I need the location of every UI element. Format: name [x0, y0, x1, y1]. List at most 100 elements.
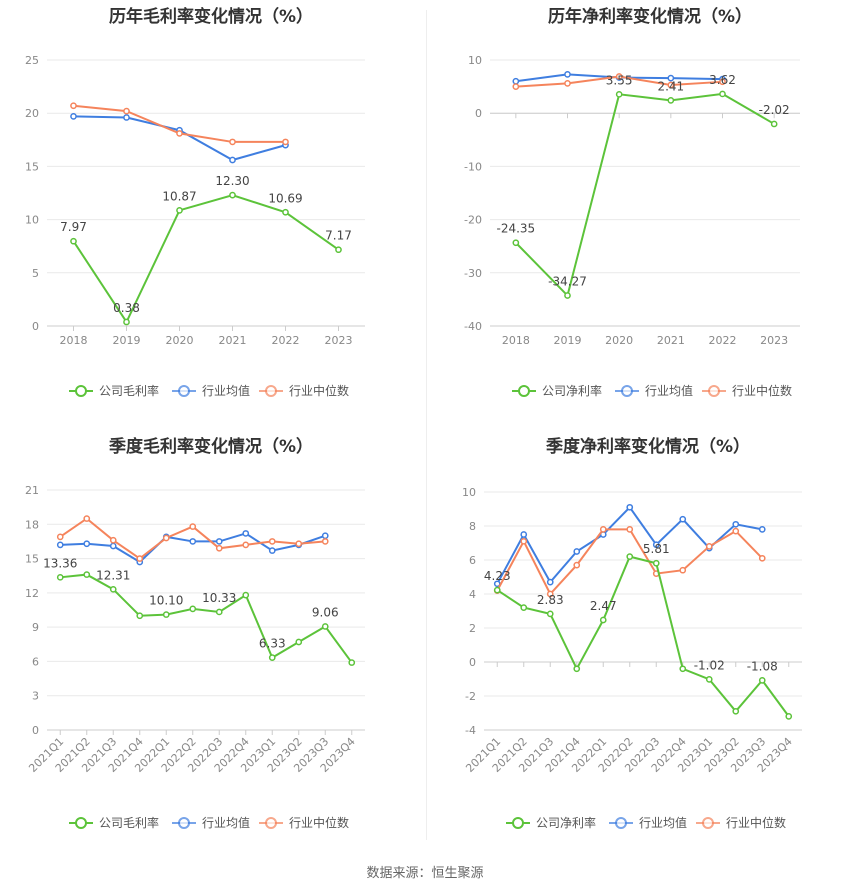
legend-label: 行业均值: [202, 815, 250, 830]
x-tick-label: 2019: [113, 334, 141, 347]
legend-swatch-marker: [178, 385, 190, 397]
legend-swatch-marker: [621, 385, 633, 397]
data-point: [615, 73, 623, 80]
y-tick-label: -20: [464, 214, 482, 227]
data-label: 10.33: [202, 591, 236, 605]
data-point: [758, 526, 766, 533]
data-point: [573, 561, 581, 569]
data-label: 2.47: [590, 599, 617, 613]
series-line-0: [72, 194, 340, 324]
data-point: [321, 538, 329, 545]
series-line-1: [496, 505, 763, 585]
y-tick-label: 6: [32, 655, 39, 668]
data-label: 9.06: [312, 605, 339, 619]
data-label: -1.08: [747, 659, 778, 673]
x-tick-label: 2022: [272, 334, 300, 347]
data-point: [136, 555, 144, 562]
series-line-0: [496, 555, 790, 717]
data-point: [295, 638, 303, 646]
data-point: [758, 677, 766, 684]
data-label: 13.36: [43, 556, 77, 570]
data-label: 0.38: [113, 301, 140, 315]
y-tick-label: 20: [25, 107, 39, 120]
y-tick-label: 2: [469, 622, 476, 635]
data-point: [242, 591, 250, 599]
legend-swatch-marker: [702, 817, 714, 829]
y-tick-label: 15: [25, 553, 39, 566]
data-point: [573, 548, 581, 555]
data-point: [564, 71, 571, 78]
data-point: [719, 78, 726, 86]
legend-label: 行业均值: [645, 383, 693, 398]
data-point: [268, 547, 276, 554]
chart-title: 季度毛利率变化情况（%）: [109, 436, 313, 457]
data-point: [136, 612, 144, 620]
y-tick-label: 10: [462, 486, 476, 499]
y-tick-label: 12: [25, 587, 39, 600]
data-point: [162, 611, 170, 618]
data-label: -34.27: [548, 275, 587, 289]
x-tick-label: 2018: [502, 334, 530, 347]
data-point: [321, 623, 329, 630]
data-label: 10.10: [149, 594, 183, 608]
chart-annual-gross-margin: 历年毛利率变化情况（%） 0 5 10 15 20 25 2018 2019 2020 2021 20…: [0, 0, 425, 420]
y-tick-label: 9: [32, 621, 39, 634]
data-point: [229, 156, 236, 164]
y-tick-label: 6: [469, 554, 476, 567]
series-line-1: [60, 532, 326, 564]
data-point: [335, 246, 342, 254]
data-point: [176, 206, 183, 214]
data-point: [652, 559, 660, 567]
x-tick-label: 2021: [657, 334, 685, 347]
y-tick-label: 0: [32, 320, 39, 333]
data-point: [268, 538, 276, 545]
y-tick-label: 4: [469, 588, 476, 601]
x-tick-label: 2021: [219, 334, 247, 347]
data-source-note: 数据来源：恒生聚源: [366, 866, 484, 881]
legend-label: 行业中位数: [726, 815, 786, 830]
data-point: [512, 83, 520, 90]
data-point: [520, 531, 528, 538]
data-point: [679, 665, 687, 673]
data-label: 10.69: [268, 191, 302, 205]
data-point: [229, 191, 236, 199]
data-label: 7.17: [325, 229, 352, 243]
data-label: 5.81: [643, 542, 670, 556]
data-point: [626, 503, 634, 511]
data-point: [546, 590, 554, 598]
data-point: [70, 113, 77, 120]
y-tick-label: 0: [32, 724, 39, 737]
y-tick-label: 3: [32, 690, 39, 703]
y-tick-label: -30: [464, 267, 482, 280]
data-point: [189, 605, 197, 613]
data-point: [732, 520, 740, 528]
legend-label: 行业均值: [202, 383, 250, 398]
data-point: [667, 74, 675, 82]
x-tick-label: 2020: [166, 334, 194, 347]
data-point: [679, 515, 687, 523]
data-point: [56, 573, 64, 581]
data-point: [564, 292, 571, 299]
series-line-0: [60, 573, 353, 664]
data-point: [652, 541, 660, 549]
y-tick-label: -10: [464, 160, 482, 173]
data-label: 3.62: [709, 73, 736, 87]
data-point: [70, 237, 77, 245]
panel-divider: [426, 10, 427, 840]
legend-label: 行业中位数: [289, 383, 349, 398]
data-point: [512, 239, 520, 247]
y-tick-label: 21: [25, 484, 39, 497]
series-line-1: [73, 115, 286, 162]
data-point: [109, 536, 117, 544]
data-point: [189, 538, 197, 545]
data-point: [705, 675, 713, 683]
data-point: [348, 659, 356, 666]
y-tick-label: 5: [32, 267, 39, 280]
y-tick-label: 8: [469, 520, 476, 533]
legend-label: 公司毛利率: [99, 815, 159, 830]
legend-swatch-marker: [615, 817, 627, 829]
data-point: [56, 541, 64, 549]
legend-swatch-marker: [708, 385, 720, 397]
data-point: [109, 585, 117, 593]
data-point: [626, 553, 634, 560]
